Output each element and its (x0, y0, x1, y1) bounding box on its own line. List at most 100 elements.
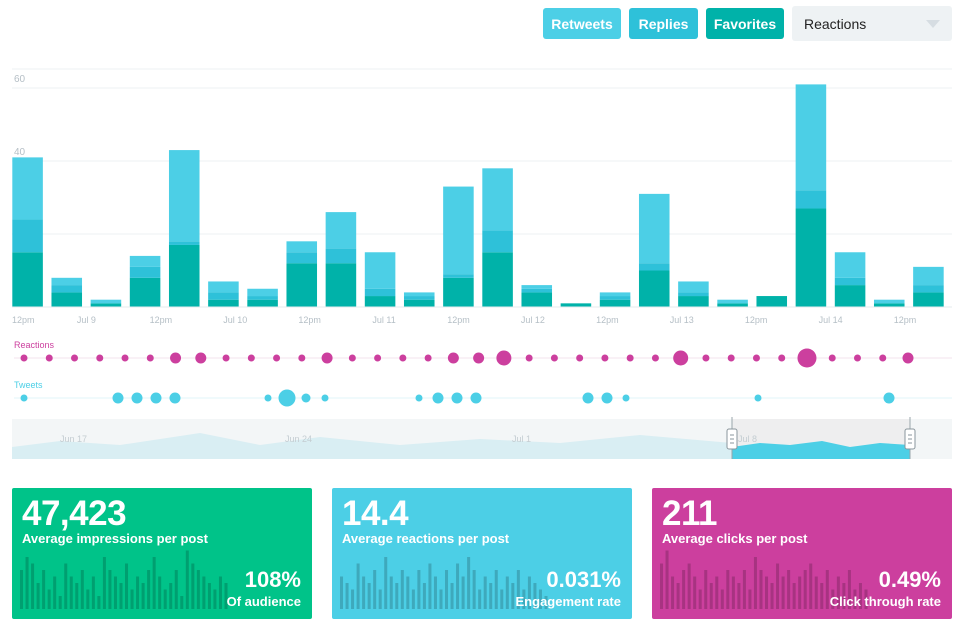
sparkline-bar (42, 570, 46, 609)
bar-replies (482, 230, 513, 253)
x-tick-label: Jul 10 (223, 315, 247, 325)
bar-replies (247, 296, 278, 300)
reactions-card[interactable]: 14.4 Average reactions per post 0.031% E… (332, 488, 632, 619)
bar-retweets (90, 299, 122, 304)
bar-replies (678, 292, 709, 297)
reaction-dot (20, 354, 28, 362)
bar-replies (208, 292, 239, 300)
bar-replies (12, 219, 43, 253)
bar-favorites (12, 252, 43, 307)
bar-favorites (834, 285, 866, 307)
sparkline-bar (461, 576, 465, 609)
reactions-value: 14.4 (342, 494, 409, 533)
sparkline-bar (185, 550, 189, 609)
sparkline-bar (765, 576, 769, 609)
sparkline-bar (533, 583, 537, 609)
bar-retweets (873, 299, 905, 304)
sparkline-bar (75, 583, 79, 609)
sparkline-bar (693, 576, 697, 609)
reaction-dot (879, 354, 887, 362)
bar-favorites (678, 296, 709, 307)
bar-retweets (325, 212, 357, 249)
sparkline-bar (119, 583, 123, 609)
sparkline-bar (770, 583, 774, 609)
tweet-dot (131, 392, 143, 404)
sparkline-bar (422, 583, 426, 609)
sparkline-bar (378, 589, 382, 609)
audience-label: Of audience (226, 594, 301, 609)
reaction-dot (399, 354, 407, 362)
sparkline-bar (753, 557, 757, 609)
reaction-dot (348, 354, 356, 362)
sparkline-bar (91, 576, 95, 609)
sparkline-bar (527, 576, 531, 609)
sparkline-bar (207, 583, 211, 609)
sparkline-bar (97, 596, 101, 609)
sparkline-bar (69, 576, 73, 609)
sparkline-bar (102, 557, 106, 609)
reactions-dropdown[interactable]: Reactions (792, 6, 952, 41)
sparkline-bar (781, 576, 785, 609)
bar-retweets (913, 266, 944, 286)
sparkline-bar (450, 583, 454, 609)
bar-favorites (873, 303, 905, 307)
reactions-label: Average reactions per post (342, 531, 510, 546)
sparkline-bar (158, 576, 162, 609)
reaction-dot (576, 354, 584, 362)
replies-toggle-button[interactable]: Replies (629, 8, 698, 39)
bar-retweets (168, 150, 200, 242)
sparkline-bar (433, 576, 437, 609)
sparkline-bar (522, 589, 526, 609)
sparkline-bar (742, 570, 746, 609)
reaction-dot (702, 354, 710, 362)
engagement-rate-value: 0.031% (546, 567, 621, 592)
retweets-toggle-button[interactable]: Retweets (543, 8, 621, 39)
y-tick-label: 60 (14, 74, 26, 85)
tweet-dot (150, 392, 162, 404)
x-tick-label: Jul 9 (77, 315, 96, 325)
sparkline-bar (31, 563, 35, 609)
sparkline-bar (58, 596, 62, 609)
range-handle-right[interactable] (904, 417, 916, 459)
reaction-dot (727, 354, 735, 362)
favorites-toggle-button[interactable]: Favorites (706, 8, 784, 39)
tweet-dot (20, 394, 28, 402)
sparkline-bar (759, 570, 763, 609)
bar-favorites (521, 292, 553, 307)
tweet-dot (754, 394, 762, 402)
reaction-dot (424, 354, 432, 362)
range-handle-left[interactable] (726, 417, 738, 459)
sparkline-bar (345, 583, 349, 609)
bar-favorites (443, 277, 474, 307)
reaction-dot (45, 354, 53, 362)
sparkline-bar (163, 589, 167, 609)
click-through-label: Click through rate (829, 594, 941, 609)
tweet-dot (470, 392, 482, 404)
reaction-dot (797, 348, 817, 368)
bar-favorites (638, 270, 670, 307)
x-tick-label: 12pm (12, 315, 35, 325)
navigator-date-label: Jul 1 (512, 434, 531, 444)
sparkline-bar (456, 563, 460, 609)
sparkline-bar (820, 583, 824, 609)
reaction-dot (273, 354, 281, 362)
sparkline-bar (511, 583, 515, 609)
tweet-dot (415, 394, 423, 402)
sparkline-bar (792, 583, 796, 609)
sparkline-bar (213, 589, 217, 609)
bar-favorites (325, 263, 357, 307)
sparkline-bar (864, 589, 868, 609)
sparkline-bar (687, 563, 691, 609)
bar-replies (51, 285, 83, 293)
tweet-dot (601, 392, 613, 404)
sparkline-bar (776, 563, 780, 609)
x-tick-label: 12pm (894, 315, 917, 325)
reaction-dot (473, 352, 485, 364)
bar-favorites (208, 299, 239, 307)
reaction-dot (96, 354, 104, 362)
sparkline-bar (787, 570, 791, 609)
impressions-card[interactable]: 47,423 Average impressions per post 108%… (12, 488, 312, 619)
bar-favorites (756, 296, 788, 307)
impressions-value: 47,423 (22, 494, 127, 533)
clicks-card[interactable]: 211 Average clicks per post 0.49% Click … (652, 488, 952, 619)
